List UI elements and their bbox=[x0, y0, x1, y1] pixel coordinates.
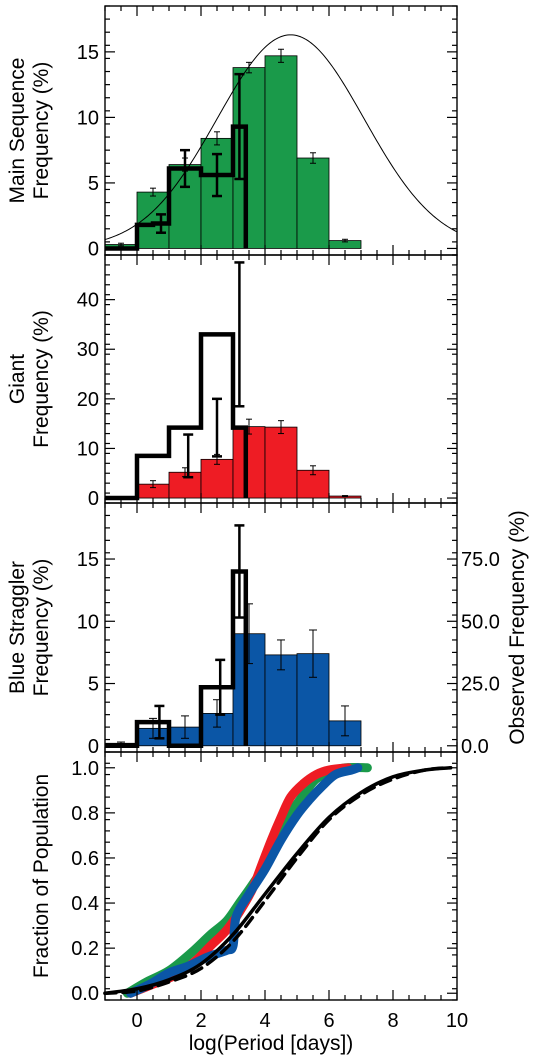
bar bbox=[264, 426, 298, 499]
bar-error bbox=[150, 187, 156, 197]
bar bbox=[200, 458, 234, 499]
y-tick-label: 20 bbox=[77, 389, 99, 411]
bar bbox=[232, 67, 266, 249]
right-y-tick-label: 0.0 bbox=[461, 736, 489, 758]
y-tick-label: 0 bbox=[88, 736, 99, 758]
y-tick-label: 0 bbox=[88, 488, 99, 510]
right-y-axis-title: Observed Frequency (%) bbox=[506, 510, 529, 745]
cumulative-series-3 bbox=[103, 766, 453, 995]
bar-error bbox=[309, 629, 317, 678]
y-tick-label: 5 bbox=[88, 173, 99, 195]
bar bbox=[296, 157, 330, 249]
bar-error bbox=[277, 639, 285, 671]
cumulative-series-0 bbox=[122, 762, 372, 998]
y-axis-title: Giant bbox=[6, 354, 29, 404]
x-tick-label: 6 bbox=[323, 1010, 334, 1032]
bar-error bbox=[246, 61, 252, 74]
y-tick-label: 0.8 bbox=[71, 803, 99, 825]
y-tick-label: 10 bbox=[77, 611, 99, 633]
bar-error bbox=[181, 715, 189, 739]
observed-error bbox=[234, 524, 245, 619]
x-axis-title: log(Period [days]) bbox=[189, 1032, 354, 1055]
observed-error bbox=[234, 72, 245, 181]
bar bbox=[232, 426, 266, 499]
right-y-tick-label: 25.0 bbox=[461, 674, 500, 696]
bar bbox=[264, 55, 298, 249]
y-tick-label: 15 bbox=[77, 42, 99, 64]
y-axis-title: Blue Straggler bbox=[6, 561, 29, 694]
observed-error bbox=[180, 148, 190, 189]
bar-error bbox=[342, 495, 348, 498]
bar-error bbox=[118, 242, 124, 247]
bar-error bbox=[278, 420, 284, 435]
bar-error bbox=[278, 48, 284, 63]
y-tick-label: 30 bbox=[77, 339, 99, 361]
cumulative-series-2 bbox=[126, 763, 363, 998]
bar-error bbox=[341, 705, 349, 737]
observed-error bbox=[156, 213, 166, 234]
observed-error bbox=[212, 152, 222, 198]
y-axis-title: Frequency (%) bbox=[30, 559, 53, 697]
y-tick-label: 10 bbox=[77, 438, 99, 460]
x-tick-label: 4 bbox=[259, 1010, 270, 1032]
y-tick-label: 0.6 bbox=[71, 848, 99, 870]
y-axis-title: Frequency (%) bbox=[30, 310, 53, 448]
y-axis-title: Fraction of Population bbox=[30, 774, 53, 978]
right-y-tick-label: 50.0 bbox=[461, 611, 500, 633]
x-tick-label: 10 bbox=[446, 1010, 468, 1032]
y-tick-label: 0.0 bbox=[71, 983, 99, 1005]
y-tick-label: 40 bbox=[77, 290, 99, 312]
observed-error bbox=[215, 658, 226, 716]
cumulative-series-4 bbox=[103, 766, 453, 995]
y-tick-label: 0.2 bbox=[71, 938, 99, 960]
y-tick-label: 0 bbox=[88, 238, 99, 260]
observed-error bbox=[154, 704, 165, 740]
bar-error bbox=[150, 480, 156, 489]
gaussian-fit-line bbox=[104, 34, 458, 241]
x-tick-label: 2 bbox=[195, 1010, 206, 1032]
cumulative-series-1 bbox=[126, 763, 353, 998]
right-y-tick-label: 75.0 bbox=[461, 549, 500, 571]
observed-error bbox=[212, 397, 222, 458]
y-axis-title: Frequency (%) bbox=[30, 62, 53, 200]
y-tick-label: 1.0 bbox=[71, 758, 99, 780]
observed-histogram-line bbox=[105, 332, 249, 501]
observed-error bbox=[234, 261, 245, 408]
observed-error bbox=[183, 433, 194, 479]
y-tick-label: 10 bbox=[77, 107, 99, 129]
y-axis-title: Main Sequence bbox=[6, 58, 29, 204]
y-tick-label: 5 bbox=[88, 674, 99, 696]
bar-error bbox=[310, 465, 316, 476]
x-tick-label: 0 bbox=[131, 1010, 142, 1032]
x-tick-label: 8 bbox=[387, 1010, 398, 1032]
bar-error bbox=[342, 238, 348, 243]
y-tick-label: 0.4 bbox=[71, 893, 99, 915]
y-tick-label: 15 bbox=[77, 549, 99, 571]
bar-error bbox=[310, 152, 316, 164]
observed-histogram-line bbox=[105, 124, 249, 251]
bar-error bbox=[214, 131, 220, 146]
